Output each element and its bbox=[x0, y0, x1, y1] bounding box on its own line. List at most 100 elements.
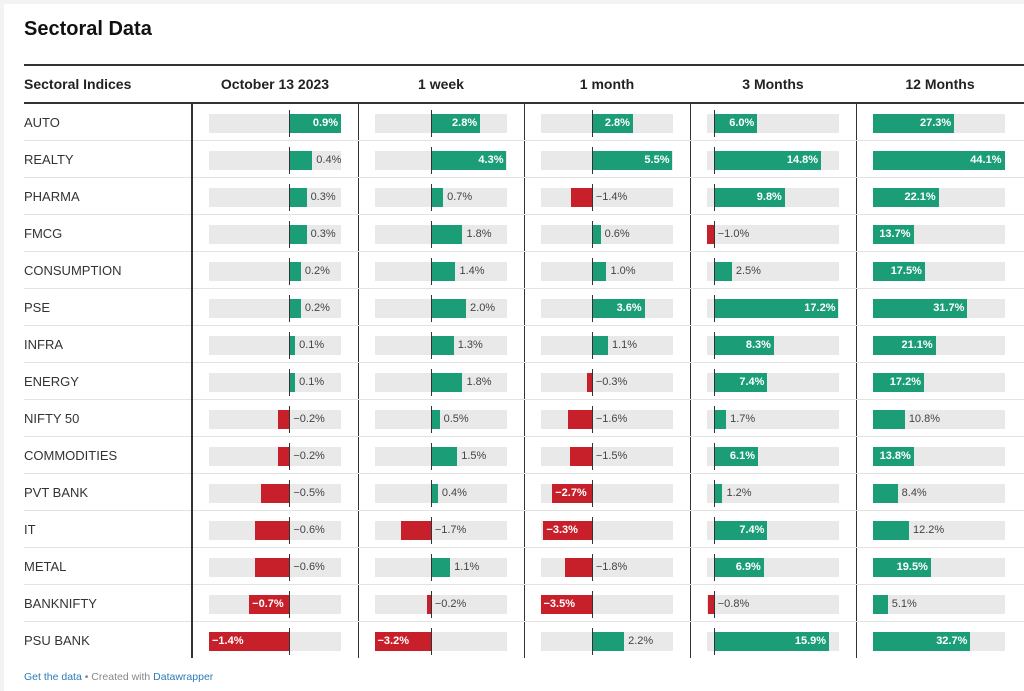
value-label: 8.4% bbox=[901, 487, 927, 499]
row-label: PHARMA bbox=[24, 177, 192, 215]
value-bar bbox=[713, 299, 839, 318]
value-label: 0.4% bbox=[441, 487, 467, 499]
zero-line bbox=[713, 221, 715, 248]
value-cell: 14.8% bbox=[689, 140, 856, 178]
value-label: 1.8% bbox=[466, 376, 492, 388]
zero-line bbox=[713, 406, 715, 433]
value-bar bbox=[872, 299, 968, 318]
bar-track: 4.3% bbox=[374, 147, 507, 174]
value-label: −3.5% bbox=[543, 598, 576, 610]
zero-line bbox=[713, 147, 715, 174]
value-bar bbox=[277, 447, 290, 466]
bar-track: 0.1% bbox=[209, 369, 341, 396]
value-bar bbox=[713, 262, 732, 281]
value-bar bbox=[565, 558, 592, 577]
zero-line bbox=[713, 628, 715, 655]
value-bar bbox=[430, 225, 463, 244]
value-label: 31.7% bbox=[933, 302, 965, 314]
value-label: 6.0% bbox=[729, 117, 755, 129]
value-cell: 10.8% bbox=[855, 399, 1024, 437]
zero-line bbox=[591, 295, 593, 322]
value-label: 0.5% bbox=[443, 413, 469, 425]
zero-line bbox=[430, 443, 432, 470]
bar-track: −1.6% bbox=[540, 406, 673, 433]
value-bar bbox=[872, 151, 1005, 170]
bar-track: −0.8% bbox=[706, 591, 839, 618]
value-label: −0.6% bbox=[293, 524, 325, 536]
value-label: 17.2% bbox=[889, 376, 921, 388]
value-cell: −1.4% bbox=[191, 621, 358, 658]
value-cell: 22.1% bbox=[855, 177, 1024, 215]
bar-track: 1.5% bbox=[374, 443, 507, 470]
value-bar bbox=[872, 447, 914, 466]
value-cell: 6.0% bbox=[689, 103, 856, 141]
value-label: 27.3% bbox=[920, 117, 952, 129]
value-cell: 13.7% bbox=[855, 214, 1024, 252]
value-cell: −0.7% bbox=[191, 584, 358, 622]
bar-track: 17.2% bbox=[872, 373, 1005, 392]
value-label: −1.7% bbox=[434, 524, 467, 536]
value-cell: 0.2% bbox=[191, 251, 358, 289]
value-bar bbox=[430, 558, 451, 577]
zero-line bbox=[289, 221, 291, 248]
value-cell: 1.8% bbox=[357, 362, 524, 400]
value-bar bbox=[569, 447, 592, 466]
row-label: COMMODITIES bbox=[24, 436, 192, 474]
value-cell: −0.2% bbox=[357, 584, 524, 622]
value-cell: −1.5% bbox=[523, 436, 690, 474]
zero-line bbox=[591, 591, 593, 618]
value-cell: −1.0% bbox=[689, 214, 856, 252]
value-label: 15.9% bbox=[794, 635, 827, 647]
row-label: BANKNIFTY bbox=[24, 584, 192, 622]
value-bar bbox=[543, 521, 592, 540]
value-cell: 31.7% bbox=[855, 288, 1024, 326]
footer: Get the data • Created with Datawrapper bbox=[24, 671, 213, 683]
get-data-link[interactable]: Get the data bbox=[24, 671, 82, 683]
value-bar bbox=[289, 373, 296, 392]
zero-line bbox=[430, 110, 432, 137]
bar-track: 1.8% bbox=[374, 221, 507, 248]
chart-card: Sectoral Data Sectoral Indices October 1… bbox=[4, 4, 1024, 691]
row-label: ENERGY bbox=[24, 362, 192, 400]
bar-track: 44.1% bbox=[872, 151, 1005, 170]
row-label: PSE bbox=[24, 288, 192, 326]
zero-line bbox=[713, 369, 715, 396]
value-bar bbox=[713, 558, 764, 577]
zero-line bbox=[289, 369, 291, 396]
table-row: CONSUMPTION 0.2% 1.4% 1.0% 2.5% 17.5% bbox=[24, 251, 1024, 289]
value-label: −0.2% bbox=[293, 450, 325, 462]
value-bar bbox=[430, 299, 466, 318]
value-cell: 3.6% bbox=[523, 288, 690, 326]
bar-track: −1.4% bbox=[209, 628, 341, 655]
value-label: 1.5% bbox=[461, 450, 487, 462]
value-bar bbox=[872, 595, 888, 614]
column-header-oct13: October 13 2023 bbox=[192, 64, 358, 104]
bar-track: 10.8% bbox=[872, 410, 1005, 429]
bar-track: −0.2% bbox=[209, 406, 341, 433]
value-bar bbox=[430, 484, 438, 503]
value-cell: 0.7% bbox=[357, 177, 524, 215]
table-row: BANKNIFTY −0.7% −0.2% −3.5% −0.8% 5.1% bbox=[24, 584, 1024, 622]
value-cell: −1.6% bbox=[523, 399, 690, 437]
value-label: 2.8% bbox=[604, 117, 630, 129]
value-label: 1.8% bbox=[466, 228, 492, 240]
footer-separator: • Created with bbox=[81, 671, 154, 683]
zero-line bbox=[591, 369, 593, 396]
value-label: 7.4% bbox=[739, 376, 765, 388]
zero-line bbox=[591, 406, 593, 433]
value-bar bbox=[872, 410, 905, 429]
value-cell: 0.5% bbox=[357, 399, 524, 437]
datawrapper-link[interactable]: Datawrapper bbox=[153, 671, 214, 683]
bar-track: 15.9% bbox=[706, 628, 839, 655]
value-cell: −0.6% bbox=[191, 510, 358, 548]
bar-track: 5.5% bbox=[540, 147, 673, 174]
value-label: −0.2% bbox=[434, 598, 467, 610]
row-label: PVT BANK bbox=[24, 473, 192, 511]
value-bar bbox=[430, 262, 456, 281]
bar-track: 0.3% bbox=[209, 184, 341, 211]
bar-track: 7.4% bbox=[706, 517, 839, 544]
bar-track: 21.1% bbox=[872, 336, 1005, 355]
bar-track: −0.7% bbox=[209, 591, 341, 618]
table-row: NIFTY 50 −0.2% 0.5% −1.6% 1.7% 10.8% bbox=[24, 399, 1024, 437]
value-cell: 2.2% bbox=[523, 621, 690, 658]
